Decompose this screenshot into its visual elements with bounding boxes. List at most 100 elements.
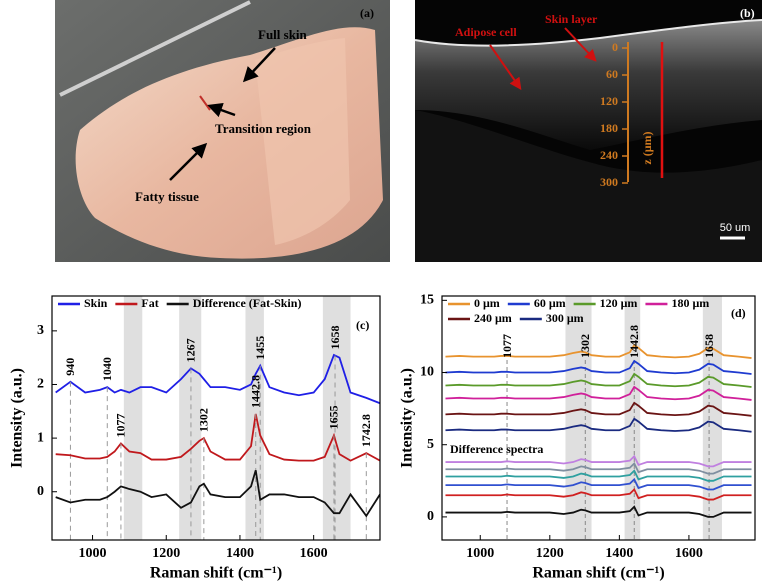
depth-tick-label: 120 [600, 94, 618, 108]
y-tick-label: 0 [427, 509, 434, 524]
series-line [445, 469, 752, 482]
y-axis-title: Intensity (a.u.) [399, 368, 416, 468]
panel-label: (c) [356, 318, 369, 332]
legend-label: 240 μm [474, 311, 512, 325]
line-chart: 1000 1200 1400 1600 0 1 2 3 Raman shift (cm⁻¹) In… [9, 295, 381, 582]
annotation: Transition region [215, 121, 312, 136]
panel-label: (a) [360, 6, 374, 20]
legend-label: 0 μm [474, 296, 500, 310]
y-tick-label: 2 [37, 377, 44, 392]
peak-label: 940 [63, 358, 77, 376]
x-tick-label: 1400 [605, 546, 633, 561]
peak-label: 1442.8 [248, 375, 262, 408]
legend-label: Difference (Fat-Skin) [193, 296, 302, 310]
peak-label: 1655 [327, 405, 341, 429]
x-tick-label: 1200 [152, 546, 180, 561]
highlight-band [179, 296, 202, 540]
plot-frame [441, 295, 756, 541]
highlight-band [123, 296, 143, 540]
x-tick-label: 1200 [536, 546, 564, 561]
y-tick-label: 0 [37, 484, 44, 499]
arrow [169, 142, 208, 181]
annotation: Fatty tissue [135, 189, 199, 204]
x-tick-label: 1600 [675, 546, 703, 561]
series-line [445, 343, 752, 359]
legend-label: 120 μm [600, 296, 638, 310]
y-axis-title: Intensity (a.u.) [9, 368, 26, 468]
y-tick-label: 5 [427, 437, 434, 452]
series-line [445, 417, 752, 433]
peak-label: 1077 [500, 334, 514, 358]
legend-label: 60 μm [534, 296, 566, 310]
charts: 1000 1200 1400 1600 0 1 2 3 Raman shift (cm⁻¹) In… [9, 293, 756, 582]
series-line [55, 413, 380, 462]
x-tick-label: 1000 [466, 546, 494, 561]
series-line [445, 401, 752, 417]
peak-label: 1442.8 [627, 325, 641, 358]
panel-a: (a) Full skin Transition region Fatty ti… [55, 0, 390, 262]
legend-label: 180 μm [671, 296, 709, 310]
arrow [564, 27, 597, 62]
y-tick-label: 3 [37, 323, 44, 338]
x-tick-label: 1400 [226, 546, 254, 561]
annotation: Adipose cell [455, 25, 517, 39]
highlight-band [322, 296, 351, 540]
depth-tick-label: 60 [606, 67, 618, 81]
series-line [445, 454, 752, 468]
peak-label: 1040 [100, 357, 114, 381]
series-line [445, 372, 752, 388]
depth-axis-label: z (μm) [640, 131, 654, 164]
arrow [207, 103, 236, 118]
highlight-band [565, 296, 592, 540]
annotation: Difference spectra [450, 442, 543, 456]
rod [59, 0, 251, 97]
plot-frame [51, 295, 381, 541]
peak-label: 1302 [578, 334, 592, 358]
peak-label: 1267 [184, 338, 198, 362]
legend-label: 300 μm [546, 311, 584, 325]
series-line [55, 353, 380, 405]
line-chart: 1000 1200 1400 1600 0 5 10 15 Raman shift (cm⁻¹)… [399, 293, 756, 582]
x-axis-title: Raman shift (cm⁻¹) [150, 565, 282, 582]
panel-b: (b) Adipose cell Skin layer 0 60 120 180 240… [414, 0, 762, 262]
peak-label: 1077 [114, 413, 128, 437]
series-line [445, 461, 752, 475]
peak-label: 1658 [702, 334, 716, 358]
legend-label: Fat [141, 296, 158, 310]
tissue-layer [415, 20, 762, 150]
depth-tick-label: 300 [600, 175, 618, 189]
depth-tick-label: 0 [612, 40, 618, 54]
peak-label: 1658 [328, 326, 342, 350]
depth-ticks: 0 60 120 180 240 300 [600, 40, 628, 189]
series-line [55, 470, 380, 518]
surface [414, 19, 762, 47]
highlight-band [702, 296, 722, 540]
highlight-band [624, 296, 641, 540]
peak-label: 1742.8 [359, 414, 373, 447]
panel-label: (b) [740, 6, 755, 20]
depth-tick-label: 240 [600, 148, 618, 162]
annotation: Full skin [258, 27, 308, 42]
series-line [445, 477, 752, 491]
skin-region [255, 38, 350, 245]
plot-area [55, 296, 380, 540]
depth-tick-label: 180 [600, 121, 618, 135]
y-tick-label: 10 [420, 365, 434, 380]
series-line [445, 505, 752, 518]
x-tick-label: 1000 [79, 546, 107, 561]
arrow [242, 47, 276, 83]
x-axis-title: Raman shift (cm⁻¹) [532, 565, 664, 582]
annotation: Skin layer [545, 12, 598, 26]
series-line [445, 487, 752, 501]
series-line [445, 385, 752, 401]
deep-layer [415, 110, 762, 262]
scale-bar-label: 50 um [720, 222, 751, 234]
plot-area [445, 296, 752, 540]
y-tick-label: 15 [420, 293, 434, 308]
y-tick-label: 1 [37, 430, 44, 445]
arrow [489, 44, 522, 90]
peak-label: 1455 [253, 336, 267, 360]
legend-label: Skin [84, 296, 108, 310]
peak-label: 1302 [197, 408, 211, 432]
